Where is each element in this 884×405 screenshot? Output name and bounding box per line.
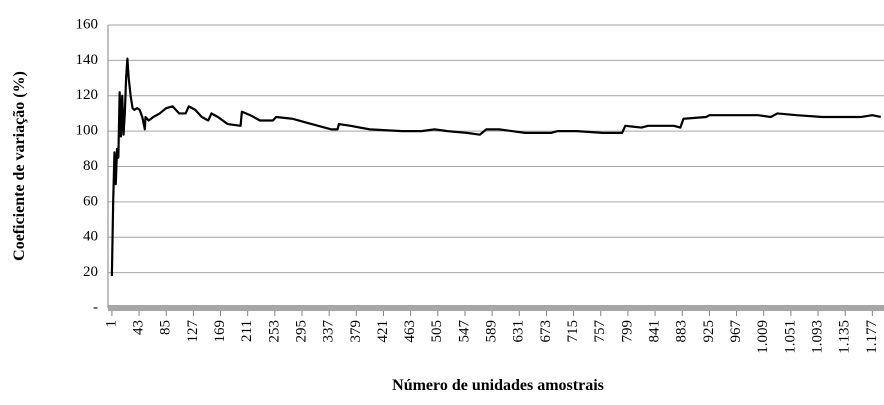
- x-tick-label: 253: [266, 320, 282, 343]
- y-tick-label: 140: [76, 52, 99, 68]
- y-tick-label: -: [93, 299, 98, 315]
- y-tick-label: 80: [83, 158, 98, 174]
- y-tick-label: 60: [83, 193, 98, 209]
- x-tick-label: 85: [158, 320, 174, 335]
- x-tick-label: 169: [212, 320, 228, 343]
- x-tick-label: 505: [429, 320, 445, 343]
- data-line: [110, 57, 881, 277]
- x-tick-label: 1.051: [782, 320, 798, 354]
- x-tick-label: 1.009: [755, 320, 771, 354]
- x-tick-label: 379: [348, 320, 364, 343]
- y-tick-label: 20: [83, 264, 98, 280]
- x-tick-label: 631: [511, 320, 527, 343]
- x-tick-label: 1: [103, 320, 119, 328]
- x-tick-label: 337: [321, 320, 337, 343]
- x-axis-label: Número de unidades amostrais: [392, 377, 604, 394]
- x-tick-label: 1.135: [837, 320, 853, 354]
- y-tick-label: 100: [76, 123, 99, 139]
- x-tick-label: 757: [592, 320, 608, 343]
- x-tick-label: 967: [728, 320, 744, 343]
- y-tick-label: 40: [83, 229, 98, 245]
- x-tick-label: 421: [375, 320, 391, 343]
- x-tick-label: 673: [538, 320, 554, 343]
- x-tick-label: 211: [239, 320, 255, 342]
- x-tick-label: 463: [402, 320, 418, 343]
- x-tick-label: 1.093: [809, 320, 825, 354]
- y-axis-label: Coeficiente de variação (%): [11, 71, 28, 261]
- x-tick-label: 295: [293, 320, 309, 343]
- x-tick-label: 43: [130, 320, 146, 335]
- x-tick-label: 799: [619, 320, 635, 343]
- x-tick-label: 715: [565, 320, 581, 343]
- x-tick-label: 841: [647, 320, 663, 343]
- y-tick-label: 120: [76, 87, 99, 103]
- x-tick-label: 547: [456, 320, 472, 343]
- x-tick-label: 883: [674, 320, 690, 343]
- x-tick-label: 127: [185, 320, 201, 343]
- y-tick-label: 160: [76, 16, 99, 32]
- x-tick-label: 1.177: [864, 320, 880, 354]
- x-tick-label: 925: [701, 320, 717, 343]
- x-tick-label: 589: [484, 320, 500, 343]
